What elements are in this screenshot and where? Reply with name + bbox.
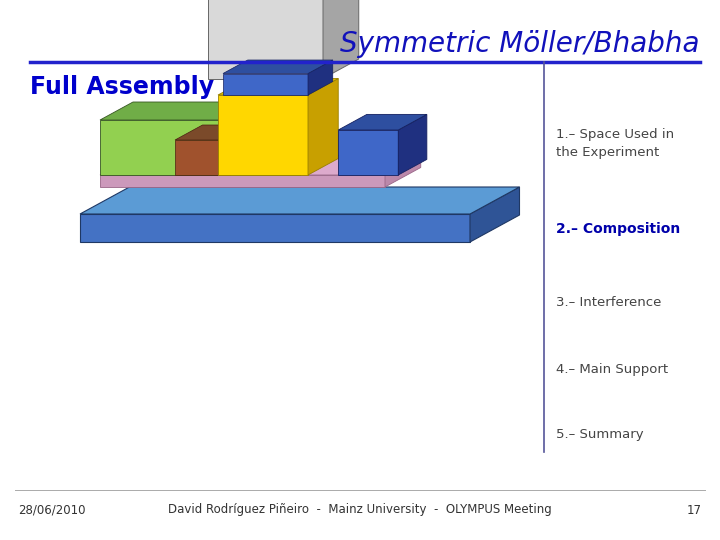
Polygon shape xyxy=(175,140,230,175)
Polygon shape xyxy=(338,130,398,175)
Polygon shape xyxy=(323,0,359,78)
Polygon shape xyxy=(240,130,300,175)
Polygon shape xyxy=(100,156,420,175)
Polygon shape xyxy=(308,78,338,175)
Polygon shape xyxy=(223,73,308,95)
Polygon shape xyxy=(230,125,258,175)
Polygon shape xyxy=(80,214,470,242)
Polygon shape xyxy=(398,114,427,175)
Text: Full Assembly: Full Assembly xyxy=(30,75,214,99)
Polygon shape xyxy=(100,175,385,187)
Text: Symmetric Möller/Bhabha: Symmetric Möller/Bhabha xyxy=(341,30,700,58)
Polygon shape xyxy=(218,95,308,175)
Text: 2.– Composition: 2.– Composition xyxy=(556,222,680,237)
Polygon shape xyxy=(100,120,240,175)
Polygon shape xyxy=(218,78,338,95)
Polygon shape xyxy=(470,187,520,242)
Text: 4.– Main Support: 4.– Main Support xyxy=(556,363,667,376)
Text: 1.– Space Used in
the Experiment: 1.– Space Used in the Experiment xyxy=(556,127,674,159)
Text: 17: 17 xyxy=(687,503,702,516)
Polygon shape xyxy=(300,113,330,175)
Polygon shape xyxy=(223,60,333,73)
Text: 28/06/2010: 28/06/2010 xyxy=(18,503,86,516)
Polygon shape xyxy=(240,113,330,130)
Text: David Rodríguez Piñeiro  -  Mainz University  -  OLYMPUS Meeting: David Rodríguez Piñeiro - Mainz Universi… xyxy=(168,503,552,516)
Polygon shape xyxy=(100,102,273,120)
Text: 5.– Summary: 5.– Summary xyxy=(556,428,643,441)
Polygon shape xyxy=(175,125,258,140)
Polygon shape xyxy=(208,0,323,78)
Polygon shape xyxy=(80,187,520,214)
Polygon shape xyxy=(338,114,427,130)
Polygon shape xyxy=(308,60,333,95)
Polygon shape xyxy=(385,156,420,187)
Text: 3.– Interference: 3.– Interference xyxy=(556,296,661,309)
Polygon shape xyxy=(240,102,273,175)
